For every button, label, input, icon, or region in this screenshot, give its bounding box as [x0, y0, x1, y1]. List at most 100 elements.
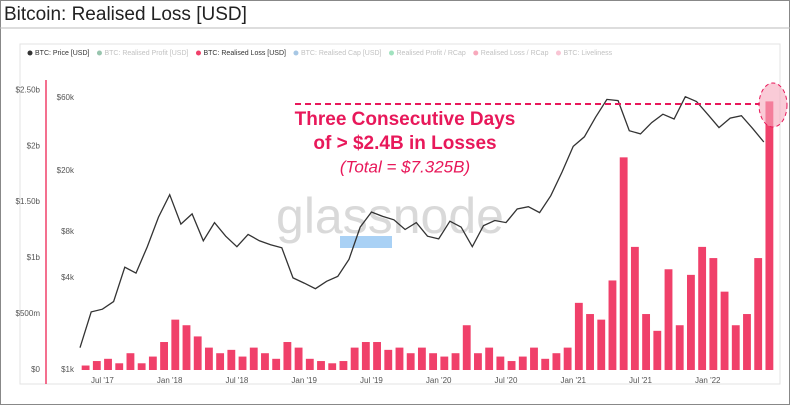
y2-tick-label: $60k — [57, 93, 75, 102]
loss-bar — [675, 325, 684, 370]
loss-bar — [429, 353, 438, 370]
loss-bar — [698, 246, 707, 370]
y-tick-label: $1b — [27, 253, 41, 262]
legend-label[interactable]: BTC: Realised Cap [USD] — [301, 50, 382, 57]
loss-bar — [339, 361, 348, 370]
loss-bar — [642, 314, 651, 370]
loss-bar — [417, 347, 426, 370]
loss-bar — [574, 302, 583, 370]
loss-bar — [406, 353, 415, 370]
loss-bar — [238, 356, 247, 370]
loss-bar — [350, 347, 359, 370]
loss-bar — [204, 347, 213, 370]
loss-bar — [586, 314, 594, 370]
y-tick-label: $1.50b — [16, 197, 41, 206]
loss-bar — [451, 353, 460, 370]
loss-bar — [507, 361, 516, 370]
price-line — [79, 95, 765, 348]
legend-swatch — [389, 50, 394, 56]
x-tick-label: Jan '18 — [157, 376, 183, 385]
loss-bar — [317, 361, 325, 370]
loss-bar — [272, 358, 281, 370]
legend-swatch — [473, 50, 479, 56]
loss-bar — [530, 347, 538, 370]
chart-title: Bitcoin: Realised Loss [USD] — [4, 4, 247, 25]
loss-bar — [664, 269, 673, 370]
loss-bar — [597, 319, 606, 370]
y-tick-label: $500m — [16, 309, 41, 318]
watermark-block — [340, 236, 392, 248]
legend-swatch — [555, 50, 561, 56]
legend-label[interactable]: Realised Loss / RCap — [481, 50, 549, 57]
loss-bar — [563, 347, 572, 370]
loss-bar — [743, 314, 751, 370]
loss-bar — [126, 353, 135, 370]
x-tick-label: Jul '18 — [225, 376, 248, 385]
y2-tick-label: $4k — [61, 273, 75, 282]
x-tick-label: Jul '21 — [629, 376, 652, 385]
loss-bar — [619, 157, 628, 370]
loss-bar — [104, 358, 112, 370]
annotation: (Total = $7.325B) — [340, 157, 470, 176]
annotation: Three Consecutive Days — [295, 109, 516, 130]
loss-bar — [305, 358, 314, 370]
loss-bar — [328, 363, 337, 370]
y-tick-label: $2b — [27, 141, 41, 150]
loss-bar — [283, 342, 292, 370]
loss-bar — [474, 353, 482, 370]
loss-bar — [115, 363, 124, 370]
y2-tick-label: $20k — [57, 166, 75, 175]
legend-label[interactable]: BTC: Realised Profit [USD] — [104, 50, 188, 57]
loss-bar — [193, 336, 202, 370]
loss-bar — [720, 291, 729, 370]
loss-bar — [92, 361, 101, 370]
loss-bar — [440, 356, 449, 370]
loss-bar — [687, 274, 695, 370]
legend-label[interactable]: BTC: Realised Loss [USD] — [203, 50, 286, 57]
loss-bar — [249, 347, 258, 370]
loss-bar — [496, 356, 505, 370]
loss-bar — [148, 356, 157, 370]
loss-bar — [608, 280, 617, 370]
y2-tick-label: $1k — [61, 365, 75, 374]
loss-bar — [261, 353, 269, 370]
legend-swatch — [96, 50, 102, 56]
loss-bar — [384, 349, 393, 370]
x-tick-label: Jul '17 — [91, 376, 114, 385]
x-tick-label: Jul '20 — [495, 376, 518, 385]
loss-bar — [395, 347, 404, 370]
loss-bar — [731, 325, 740, 370]
loss-bar — [630, 246, 639, 370]
highlight-ellipse — [758, 82, 788, 128]
loss-bar — [160, 342, 168, 370]
y2-tick-label: $8k — [61, 227, 75, 236]
loss-bar — [485, 347, 494, 370]
x-tick-label: Jan '22 — [695, 376, 721, 385]
legend-label[interactable]: BTC: Liveliness — [563, 50, 612, 57]
loss-bar — [81, 365, 90, 370]
loss-bar — [361, 342, 370, 370]
legend-swatch — [293, 50, 299, 56]
y-tick-label: $0 — [31, 365, 40, 374]
x-tick-label: Jan '21 — [560, 376, 586, 385]
x-tick-label: Jan '19 — [291, 376, 317, 385]
loss-bar — [216, 353, 225, 370]
loss-bar — [462, 325, 471, 370]
legend-swatch — [27, 50, 33, 56]
loss-bar — [518, 356, 527, 370]
loss-bar — [182, 325, 191, 370]
y-tick-label: $2.50b — [16, 85, 41, 94]
legend-swatch — [195, 50, 201, 56]
loss-bar — [653, 330, 662, 370]
panel — [19, 43, 781, 385]
plot-area — [79, 95, 774, 370]
legend-label[interactable]: Realised Profit / RCap — [397, 50, 466, 57]
loss-bar — [137, 363, 146, 370]
loss-bar — [709, 258, 718, 370]
loss-bar — [541, 358, 550, 370]
legend-label[interactable]: BTC: Price [USD] — [35, 50, 90, 57]
loss-bar — [227, 349, 236, 370]
loss-bar — [765, 101, 774, 370]
